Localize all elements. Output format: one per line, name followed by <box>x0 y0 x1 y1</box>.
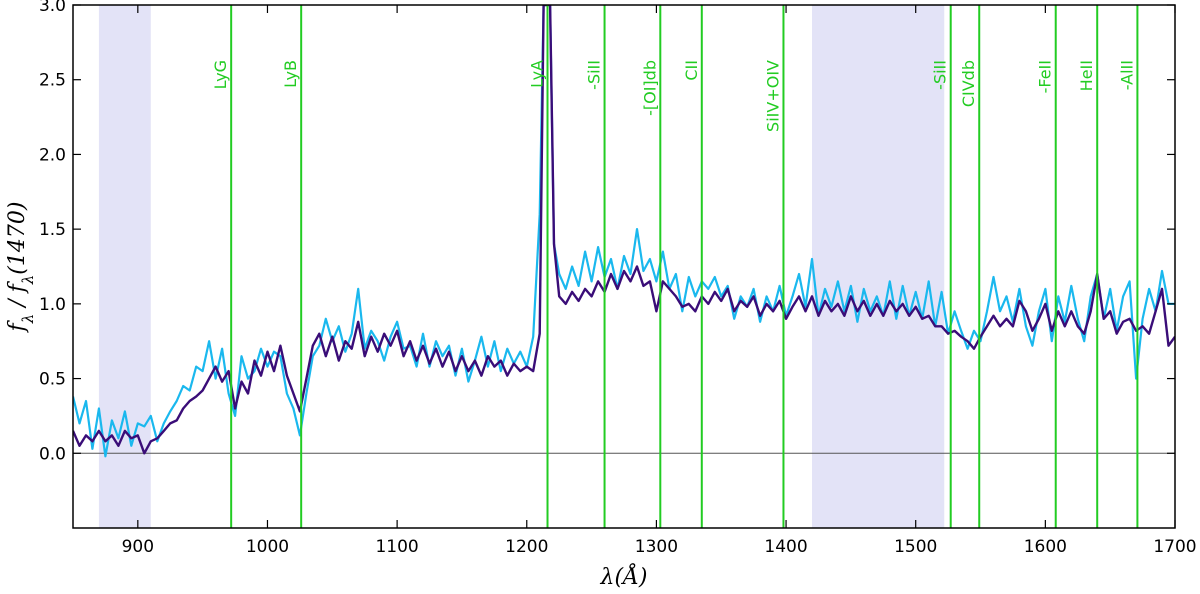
line-label-siivoiv: SiIV+OIV <box>763 60 782 132</box>
y-tick-label: 2.0 <box>39 145 66 165</box>
x-tick-label: 900 <box>122 537 154 557</box>
y-axis-label: fλ / fλ(1470) <box>5 202 37 334</box>
emission-line-labels: LyG LyB LyA -SiII -[OI]db CII SiIV+OIV -SiII CIV… <box>211 60 1136 132</box>
x-tick-label: 1300 <box>635 537 678 557</box>
line-label-alii: -AlII <box>1117 60 1136 90</box>
spectrum-series <box>73 5 1175 458</box>
line-label-oidb: -[OI]db <box>640 60 659 116</box>
line-label-lya: LyA <box>528 60 547 88</box>
y-tick-label: 2.5 <box>39 71 66 91</box>
x-tick-label: 1200 <box>505 537 548 557</box>
spectrum-line-1 <box>73 5 1175 458</box>
shaded-region-2 <box>811 5 945 528</box>
x-tick-label: 1700 <box>1153 537 1196 557</box>
spectrum-line-2 <box>73 5 1175 455</box>
y-tick-label: 3.0 <box>39 0 66 16</box>
line-label-lyb: LyB <box>281 60 300 88</box>
line-label-lyg: LyG <box>211 60 230 89</box>
emission-line-markers <box>230 5 1139 528</box>
x-tick-label: 1500 <box>894 537 937 557</box>
shaded-regions <box>98 5 945 528</box>
x-tick-label: 1100 <box>375 537 418 557</box>
line-label-siii: -SiII <box>585 60 604 90</box>
line-label-siii: -SiII <box>931 60 950 90</box>
line-label-heii: HeII <box>1077 60 1096 91</box>
x-tick-label: 1400 <box>764 537 807 557</box>
x-axis-ticks: 900 1000 1100 1200 1300 1400 1500 1600 1700 <box>122 5 1197 557</box>
y-tick-label: 0.5 <box>39 370 66 390</box>
line-label-civdb: CIVdb <box>959 60 978 107</box>
x-tick-label: 1600 <box>1024 537 1067 557</box>
x-axis-label: λ(Å) <box>600 562 648 590</box>
x-tick-label: 1000 <box>246 537 289 557</box>
y-tick-label: 0.0 <box>39 444 66 464</box>
y-axis-ticks: 0.0 0.5 1.0 1.5 2.0 2.5 3.0 <box>39 0 1175 464</box>
line-label-feii: -FeII <box>1036 60 1055 93</box>
plot-frame <box>72 4 1176 529</box>
y-tick-label: 1.0 <box>39 295 66 315</box>
y-tick-label: 1.5 <box>39 220 66 240</box>
line-label-cii: CII <box>682 60 701 81</box>
